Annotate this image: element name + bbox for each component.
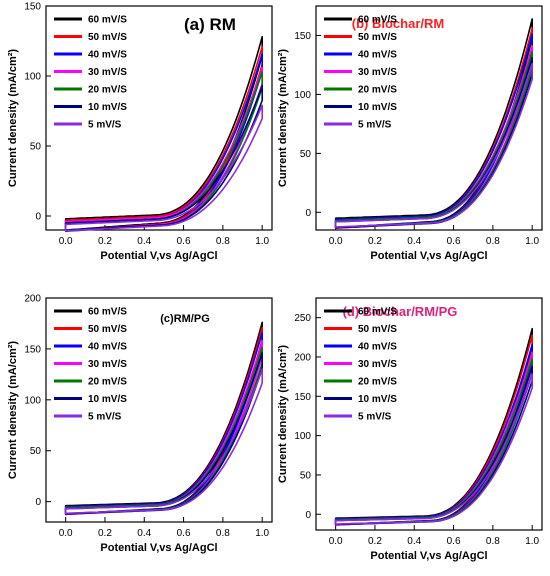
cv-curve-5-mv-s [334, 62, 534, 228]
legend-label: 30 mV/S [88, 67, 127, 78]
cv-curve-10-mv-s [334, 365, 534, 526]
y-tick-label: 150 [24, 344, 41, 355]
x-axis-label: Potential V,vs Ag/AgCl [370, 550, 487, 562]
y-axis-label: Current denesity (mA/cm²) [277, 49, 289, 187]
legend-label: 40 mV/S [88, 342, 127, 353]
x-tick-label: 1.0 [525, 536, 539, 547]
x-tick-label: 0.6 [447, 236, 461, 247]
plot-frame [315, 5, 543, 231]
legend-label: 5 mV/S [358, 412, 392, 423]
y-tick-label: 100 [294, 90, 311, 101]
legend-label: 50 mV/S [358, 324, 397, 335]
y-tick-label: 50 [30, 142, 42, 153]
cv-curve-40-mv-s [334, 33, 534, 229]
y-tick-label: 50 [300, 149, 312, 160]
x-tick-label: 0.2 [98, 236, 112, 247]
x-axis-label: Potential V,vs Ag/AgCl [370, 250, 487, 262]
legend-label: 60 mV/S [88, 15, 127, 26]
y-axis-label: Current denesity (mA/cm²) [7, 341, 19, 479]
x-tick-label: 0.2 [98, 528, 112, 539]
y-tick-label: 0 [35, 497, 41, 508]
y-tick-label: 0 [305, 208, 311, 219]
legend-label: 5 mV/S [88, 120, 122, 131]
chart-panel: 0.0 0.2 0.4 0.6 0.8 1.0 0 50 100 150 200 250 Potenti… [277, 297, 543, 562]
legend-label: 30 mV/S [358, 67, 397, 78]
y-tick-label: 150 [294, 392, 311, 403]
x-tick-label: 0.4 [137, 528, 151, 539]
chart-panel: 0.0 0.2 0.4 0.6 0.8 1.0 0 50 100 150 Potential V,v… [277, 5, 543, 262]
y-axis-label: Current denesity (mA/cm²) [7, 49, 19, 187]
cv-curve-40-mv-s [334, 343, 534, 526]
y-tick-label: 100 [24, 395, 41, 406]
x-axis-label: Potential V,vs Ag/AgCl [100, 542, 217, 554]
chart-panel: 0.0 0.2 0.4 0.6 0.8 1.0 0 50 100 150 200 Potential … [7, 294, 273, 554]
x-tick-label: 0.8 [486, 536, 500, 547]
legend-label: 20 mV/S [358, 85, 397, 96]
y-tick-label: 150 [294, 31, 311, 42]
x-tick-label: 0.0 [329, 536, 343, 547]
x-tick-label: 0.8 [216, 236, 230, 247]
y-tick-label: 50 [300, 470, 312, 481]
x-tick-label: 0.4 [407, 536, 421, 547]
x-tick-label: 0.4 [407, 236, 421, 247]
legend-label: 40 mV/S [358, 50, 397, 61]
y-tick-label: 200 [294, 352, 311, 363]
chart-title: (c)RM/PG [160, 313, 210, 325]
legend-label: 60 mV/S [358, 307, 397, 318]
legend-label: 5 mV/S [88, 412, 122, 423]
y-tick-label: 0 [35, 212, 41, 223]
legend-label: 10 mV/S [358, 102, 397, 113]
chart-title: (d) Biochar/RM/PG [343, 304, 458, 319]
x-tick-label: 1.0 [255, 528, 269, 539]
x-tick-label: 0.6 [177, 236, 191, 247]
y-tick-label: 250 [294, 313, 311, 324]
plot-frame [315, 297, 543, 531]
chart-title: (a) RM [184, 15, 236, 34]
x-tick-label: 0.4 [137, 236, 151, 247]
y-tick-label: 200 [24, 294, 41, 305]
x-tick-label: 1.0 [525, 236, 539, 247]
x-tick-label: 0.6 [447, 536, 461, 547]
legend-label: 5 mV/S [358, 120, 392, 131]
x-tick-label: 0.8 [216, 528, 230, 539]
legend-label: 50 mV/S [88, 32, 127, 43]
y-axis-label: Current denesity (mA/cm²) [277, 345, 289, 483]
y-tick-label: 50 [30, 446, 42, 457]
x-axis-label: Potential V,vs Ag/AgCl [100, 250, 217, 262]
legend-label: 20 mV/S [88, 85, 127, 96]
plot-frame [45, 5, 273, 231]
chart-title: (b) Biochar/RM [352, 16, 444, 31]
legend-label: 30 mV/S [358, 359, 397, 370]
legend-label: 40 mV/S [358, 342, 397, 353]
y-tick-label: 0 [305, 510, 311, 521]
legend-label: 50 mV/S [88, 324, 127, 335]
plot-frame [45, 297, 273, 523]
cv-curve-5-mv-s [334, 373, 534, 525]
x-tick-label: 0.0 [59, 236, 73, 247]
y-tick-label: 100 [294, 431, 311, 442]
legend-label: 20 mV/S [88, 377, 127, 388]
chart-panel: 0.0 0.2 0.4 0.6 0.8 1.0 0 50 100 150 Potential V,v… [7, 2, 273, 262]
x-tick-label: 0.0 [329, 236, 343, 247]
legend-label: 50 mV/S [358, 32, 397, 43]
x-tick-label: 0.2 [368, 236, 382, 247]
cv-curve-5-mv-s [64, 104, 264, 232]
legend-label: 10 mV/S [88, 102, 127, 113]
legend-label: 20 mV/S [358, 377, 397, 388]
y-tick-label: 100 [24, 72, 41, 83]
x-tick-label: 0.0 [59, 528, 73, 539]
legend-label: 10 mV/S [358, 394, 397, 405]
x-tick-label: 0.2 [368, 536, 382, 547]
legend-label: 60 mV/S [358, 15, 397, 26]
y-tick-label: 150 [24, 2, 41, 13]
legend-label: 60 mV/S [88, 307, 127, 318]
legend-label: 10 mV/S [88, 394, 127, 405]
x-tick-label: 1.0 [255, 236, 269, 247]
legend-label: 30 mV/S [88, 359, 127, 370]
cv-curve-5-mv-s [64, 368, 264, 515]
x-tick-label: 0.8 [486, 236, 500, 247]
legend-label: 40 mV/S [88, 50, 127, 61]
x-tick-label: 0.6 [177, 528, 191, 539]
